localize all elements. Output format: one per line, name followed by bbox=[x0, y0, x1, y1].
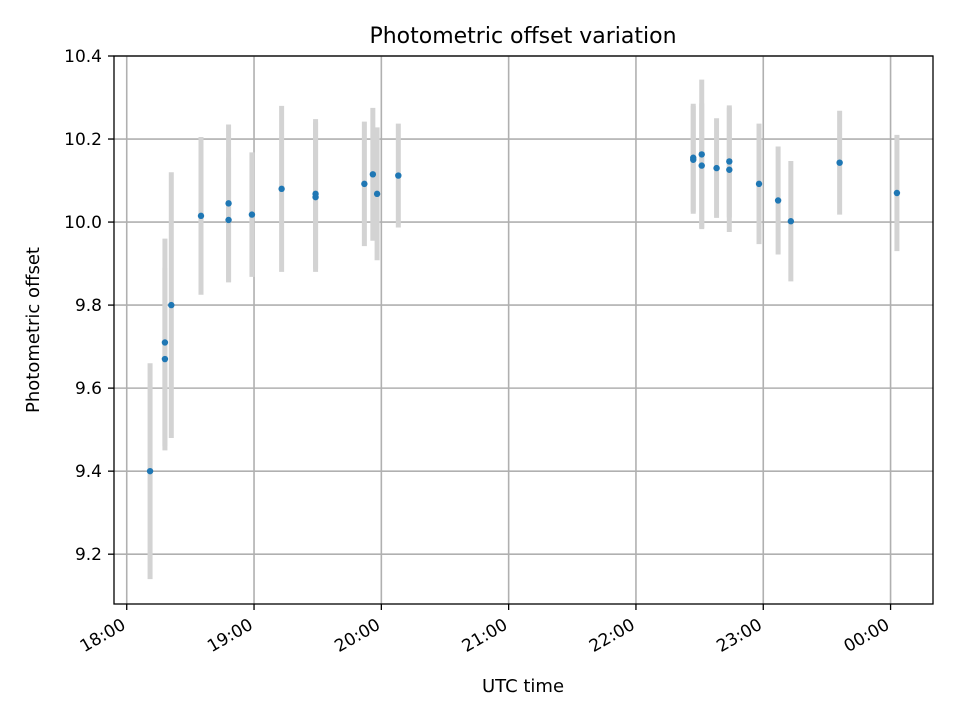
y-tick-label: 10.2 bbox=[64, 130, 102, 150]
y-tick-label: 10.0 bbox=[64, 213, 102, 233]
x-tick-label: 18:00 bbox=[77, 615, 129, 657]
data-point bbox=[225, 200, 232, 207]
data-point bbox=[168, 301, 175, 309]
data-point bbox=[373, 190, 381, 198]
data-point bbox=[698, 151, 705, 158]
data-point bbox=[726, 158, 733, 165]
data-point bbox=[369, 171, 377, 178]
x-tick-label: 19:00 bbox=[204, 615, 256, 657]
data-point bbox=[161, 355, 169, 363]
data-point bbox=[755, 180, 763, 188]
data-point bbox=[836, 159, 843, 166]
data-point bbox=[361, 180, 368, 188]
data-point bbox=[395, 172, 402, 179]
data-point bbox=[893, 189, 901, 197]
data-point bbox=[698, 162, 705, 169]
y-tick-label: 9.2 bbox=[75, 545, 102, 565]
x-axis-ticks: 18:00 19:00 20:00 21:00 22:00 23:00 00:00 bbox=[77, 604, 893, 657]
data-markers bbox=[146, 151, 901, 475]
x-tick-label: 20:00 bbox=[331, 615, 383, 657]
chart-title: Photometric offset variation bbox=[369, 24, 676, 49]
y-tick-label: 10.4 bbox=[64, 47, 102, 67]
data-point bbox=[312, 193, 319, 201]
plot-frame bbox=[113, 55, 934, 605]
data-point bbox=[248, 211, 256, 218]
data-point bbox=[161, 339, 169, 346]
x-tick-label: 23:00 bbox=[713, 615, 765, 657]
x-tick-label: 22:00 bbox=[586, 615, 638, 657]
data-point bbox=[787, 218, 795, 225]
y-tick-label: 9.8 bbox=[75, 296, 102, 316]
data-point bbox=[197, 212, 205, 220]
data-point bbox=[726, 166, 733, 173]
grid bbox=[114, 55, 933, 604]
x-tick-label: 21:00 bbox=[459, 615, 511, 657]
data-point bbox=[146, 467, 154, 475]
x-tick-label: 00:00 bbox=[841, 615, 893, 657]
error-bars bbox=[147, 79, 900, 580]
y-axis-label: Photometric offset bbox=[23, 247, 44, 413]
y-tick-label: 9.6 bbox=[75, 379, 102, 399]
x-axis-label: UTC time bbox=[482, 676, 564, 697]
data-point bbox=[713, 164, 720, 172]
data-point bbox=[225, 216, 232, 224]
data-point bbox=[774, 197, 782, 204]
y-tick-label: 9.4 bbox=[75, 462, 102, 482]
data-point bbox=[690, 154, 697, 161]
y-axis-ticks: 9.2 9.4 9.6 9.8 10.0 10.2 10.4 bbox=[64, 47, 114, 565]
data-point bbox=[278, 185, 285, 193]
